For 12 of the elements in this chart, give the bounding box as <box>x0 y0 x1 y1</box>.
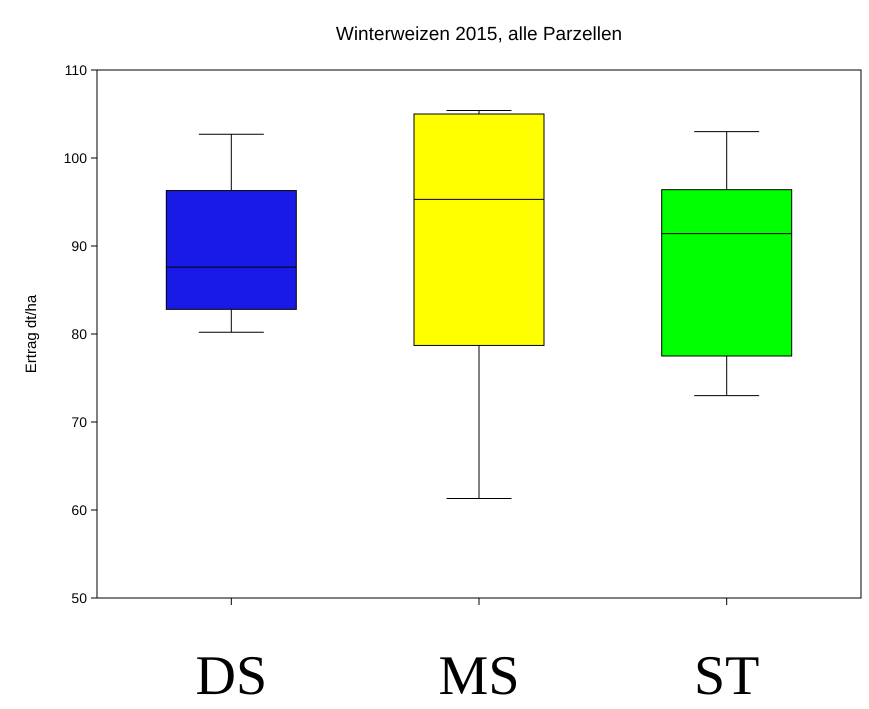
y-tick-label: 100 <box>64 150 88 166</box>
x-tick-label: DS <box>196 645 268 707</box>
x-tick-label: ST <box>694 645 760 707</box>
y-tick-label: 90 <box>71 238 88 254</box>
y-axis-title: Ertrag dt/ha <box>23 294 40 374</box>
y-tick-label: 60 <box>71 502 88 518</box>
y-tick-label: 70 <box>71 414 88 430</box>
chart-title: Winterweizen 2015, alle Parzellen <box>336 24 622 45</box>
y-tick-label: 50 <box>71 590 88 606</box>
y-tick-label: 110 <box>64 62 88 78</box>
x-tick-label: MS <box>438 645 520 707</box>
y-tick-label: 80 <box>71 326 88 342</box>
